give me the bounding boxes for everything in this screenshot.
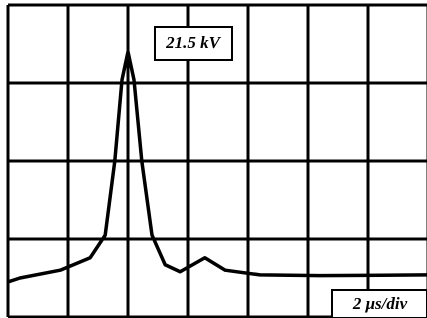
annotation: 21.5 kV bbox=[165, 33, 222, 52]
waveform bbox=[8, 52, 427, 282]
oscilloscope: 21.5 kV 2 μs/div bbox=[0, 0, 427, 318]
annotation: 2 μs/div bbox=[352, 294, 408, 313]
